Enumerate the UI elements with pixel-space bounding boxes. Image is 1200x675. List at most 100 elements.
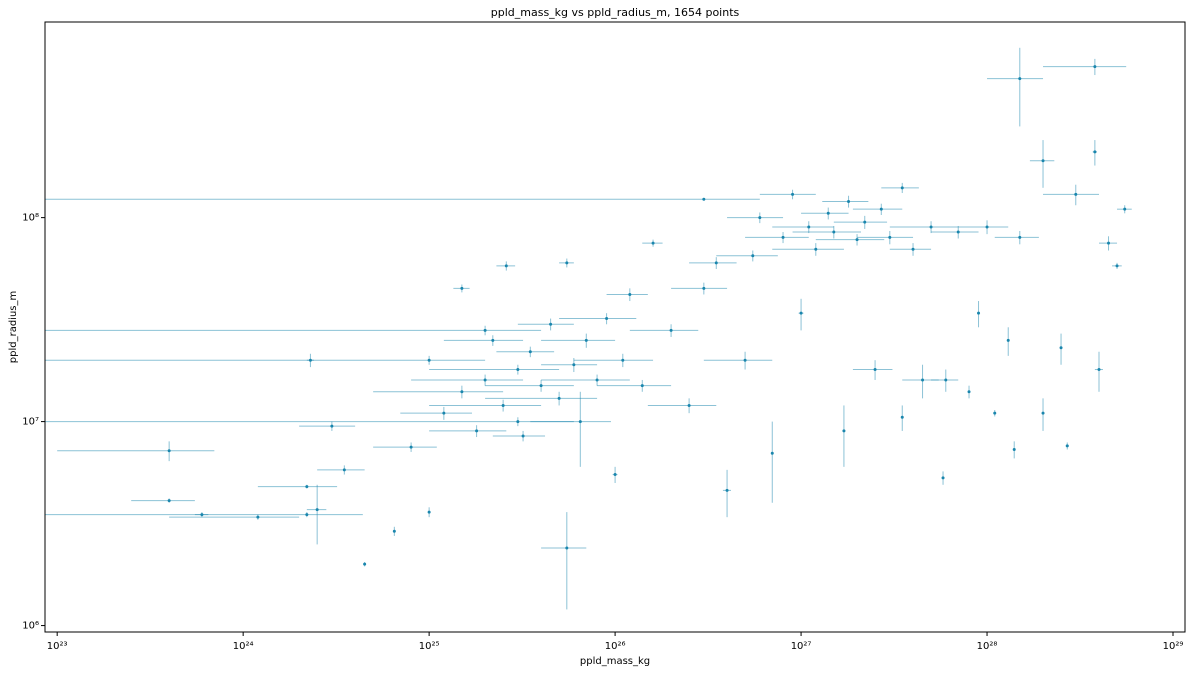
point [167, 499, 171, 503]
point [702, 197, 706, 201]
x-tick-label: 10²⁹ [1163, 641, 1184, 652]
point [516, 420, 520, 424]
x-axis-label: ppld_mass_kg [580, 656, 650, 667]
point [521, 434, 525, 438]
point [900, 415, 904, 419]
point [516, 368, 520, 372]
point [557, 396, 561, 400]
point [832, 230, 836, 234]
point [1018, 77, 1022, 81]
point [921, 378, 925, 382]
point [1093, 150, 1097, 154]
point [460, 390, 464, 394]
point [539, 384, 543, 388]
point [842, 429, 846, 433]
x-tick-label: 10²⁵ [419, 641, 440, 652]
point [847, 199, 851, 203]
point [799, 311, 803, 315]
point [595, 378, 599, 382]
x-tick-label: 10²³ [47, 641, 68, 652]
y-tick-label: 10⁶ [22, 621, 39, 632]
x-tick-label: 10²⁷ [791, 641, 812, 652]
point [578, 420, 582, 424]
point [1006, 338, 1010, 342]
point [330, 424, 334, 428]
point [1097, 368, 1101, 372]
point [483, 378, 487, 382]
point [770, 451, 774, 455]
point [565, 546, 569, 550]
point [167, 449, 171, 453]
point [1059, 346, 1063, 350]
point [743, 358, 747, 362]
point [1123, 207, 1127, 211]
point [501, 403, 505, 407]
point [442, 411, 446, 415]
point [714, 261, 718, 265]
point [993, 411, 997, 415]
point [1018, 235, 1022, 239]
point [911, 247, 915, 251]
point [549, 322, 553, 326]
point [640, 384, 644, 388]
point [1012, 447, 1016, 451]
point [900, 186, 904, 190]
point [651, 241, 655, 245]
point [687, 403, 691, 407]
point [879, 207, 883, 211]
point [427, 510, 431, 514]
y-axis-label: ppld_radius_m [8, 291, 19, 363]
x-tick-label: 10²⁸ [977, 641, 998, 652]
chart-title: ppld_mass_kg vs ppld_radius_m, 1654 poin… [491, 6, 740, 19]
point [315, 508, 319, 512]
point [855, 238, 859, 242]
point [702, 286, 706, 290]
point [944, 378, 948, 382]
point [791, 192, 795, 196]
x-tick-label: 10²⁴ [233, 641, 254, 652]
point [1107, 241, 1111, 245]
point [669, 328, 673, 332]
point [363, 562, 367, 566]
point [826, 211, 830, 215]
point [985, 225, 989, 229]
x-tick-label: 10²⁶ [605, 641, 626, 652]
point [956, 230, 960, 234]
point [628, 292, 632, 296]
point [460, 286, 464, 290]
point [409, 445, 413, 449]
point [1074, 192, 1078, 196]
point [967, 390, 971, 394]
point [342, 468, 346, 472]
point [305, 513, 309, 517]
point [427, 358, 431, 362]
point [584, 338, 588, 342]
point [977, 311, 981, 315]
point [392, 529, 396, 533]
point [873, 368, 877, 372]
point [758, 216, 762, 220]
point [613, 473, 617, 477]
point [565, 261, 569, 265]
y-tick-label: 10⁸ [22, 213, 39, 224]
point [1115, 264, 1119, 268]
point [621, 358, 625, 362]
point [1093, 65, 1097, 69]
point [256, 515, 260, 519]
point [751, 254, 755, 258]
point [483, 328, 487, 332]
point [888, 235, 892, 239]
point [605, 317, 609, 321]
y-tick-label: 10⁷ [22, 417, 39, 428]
point [941, 476, 945, 480]
point [504, 264, 508, 268]
point [814, 247, 818, 251]
point [807, 225, 811, 229]
point [572, 363, 576, 367]
point [725, 488, 729, 492]
point [1041, 411, 1045, 415]
points [45, 47, 1132, 610]
point [475, 429, 479, 433]
point [1041, 159, 1045, 163]
